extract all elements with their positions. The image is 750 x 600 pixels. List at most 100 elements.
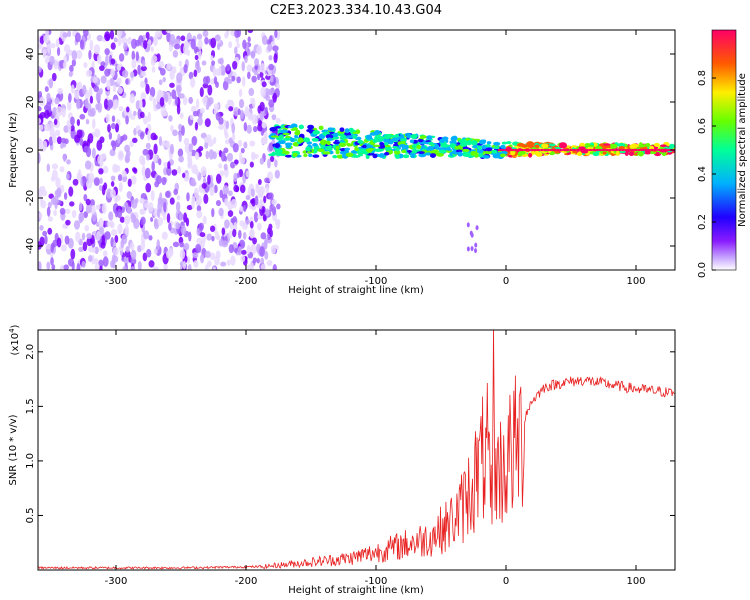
heatmap-cell xyxy=(178,212,184,221)
x-tick-label: 100 xyxy=(626,576,645,587)
heatmap-cell xyxy=(137,245,142,253)
heatmap-cell xyxy=(183,63,188,74)
heatmap-cell xyxy=(190,181,197,187)
heatmap-cell xyxy=(392,145,399,149)
heatmap-cell xyxy=(660,144,667,148)
heatmap-cell xyxy=(240,109,245,120)
heatmap-cell xyxy=(152,134,158,141)
heatmap-cell xyxy=(109,220,114,227)
heatmap-cell xyxy=(212,67,217,77)
heatmap-cell xyxy=(59,207,66,215)
heatmap-cell xyxy=(117,37,122,47)
heatmap-cell xyxy=(53,59,59,70)
heatmap-cell xyxy=(541,143,549,148)
heatmap-cell xyxy=(105,113,110,123)
heatmap-cell xyxy=(317,148,325,153)
heatmap-cell xyxy=(221,227,226,236)
heatmap-cell xyxy=(399,144,406,148)
heatmap-cell xyxy=(194,151,200,160)
heatmap-cell xyxy=(268,63,274,71)
heatmap-cell xyxy=(257,178,262,186)
heatmap-cell xyxy=(645,143,651,148)
heatmap-cell xyxy=(66,100,72,111)
heatmap-cell xyxy=(98,185,103,191)
heatmap-cell xyxy=(110,189,116,199)
heatmap-cell xyxy=(274,142,281,149)
heatmap-cell xyxy=(233,106,240,117)
heatmap-cell xyxy=(346,143,351,147)
heatmap-cell xyxy=(242,204,247,213)
heatmap-cell xyxy=(63,44,71,53)
heatmap-cell xyxy=(478,152,484,158)
snr-series-line xyxy=(38,330,675,570)
heatmap-cell xyxy=(312,154,320,158)
heatmap-cell xyxy=(251,75,257,83)
spectrogram-ylabel: Frequency (Hz) xyxy=(8,112,19,188)
heatmap-cell xyxy=(53,209,57,217)
heatmap-cell xyxy=(141,71,147,77)
heatmap-cell xyxy=(226,259,231,266)
heatmap-cell xyxy=(213,184,218,194)
heatmap-cell xyxy=(38,152,41,164)
heatmap-cell xyxy=(246,124,252,134)
heatmap-cell xyxy=(402,154,410,159)
snr-line-area xyxy=(38,330,675,570)
heatmap-cell xyxy=(242,231,247,240)
heatmap-cell xyxy=(224,132,229,139)
heatmap-cell xyxy=(269,75,274,83)
heatmap-cell xyxy=(39,111,46,119)
heatmap-cell xyxy=(145,142,151,150)
heatmap-cell xyxy=(87,133,94,144)
heatmap-cell xyxy=(88,172,95,183)
heatmap-cell xyxy=(244,55,248,64)
heatmap-cell xyxy=(82,241,88,252)
heatmap-cell xyxy=(78,202,83,212)
heatmap-cell xyxy=(45,102,52,111)
heatmap-cell xyxy=(39,236,45,247)
y-tick-label: -40 xyxy=(25,238,36,254)
heatmap-cell xyxy=(223,163,228,171)
heatmap-cell xyxy=(122,69,129,78)
heatmap-cell xyxy=(57,87,63,95)
heatmap-cell xyxy=(627,148,632,152)
heatmap-cell xyxy=(628,151,635,157)
heatmap-cell xyxy=(63,61,67,69)
heatmap-cell xyxy=(185,217,190,227)
heatmap-cell xyxy=(67,93,72,103)
heatmap-cell xyxy=(196,205,202,212)
heatmap-cell xyxy=(354,147,359,152)
heatmap-cell xyxy=(111,254,116,265)
heatmap-cell xyxy=(261,205,266,214)
heatmap-cell xyxy=(254,195,259,206)
heatmap-cell xyxy=(239,156,246,165)
heatmap-cell xyxy=(258,119,263,127)
heatmap-cell xyxy=(224,219,230,229)
heatmap-cell xyxy=(142,59,146,68)
heatmap-cell xyxy=(62,223,68,229)
heatmap-cell xyxy=(114,196,118,203)
heatmap-cell xyxy=(212,266,217,270)
heatmap-cell xyxy=(249,140,256,147)
heatmap-cell xyxy=(232,142,239,153)
heatmap-cell xyxy=(252,237,257,245)
heatmap-cell xyxy=(417,151,425,154)
heatmap-cell xyxy=(376,148,384,152)
heatmap-cell xyxy=(171,89,177,100)
y-tick-label: 2.0 xyxy=(25,344,36,360)
heatmap-cell xyxy=(127,36,133,45)
heatmap-cell xyxy=(634,148,638,152)
heatmap-cell xyxy=(139,131,145,140)
heatmap-cell xyxy=(170,124,174,132)
heatmap-cell xyxy=(270,135,279,138)
heatmap-cell xyxy=(195,243,202,253)
heatmap-cell xyxy=(162,111,169,117)
heatmap-cell xyxy=(466,222,470,228)
heatmap-cell xyxy=(171,169,178,176)
heatmap-cell xyxy=(215,199,222,207)
heatmap-cell xyxy=(154,217,158,227)
heatmap-cell xyxy=(94,246,99,254)
heatmap-cell xyxy=(70,248,76,260)
heatmap-cell xyxy=(51,264,56,270)
heatmap-cell xyxy=(92,118,96,130)
snr-scale-label: (x104) xyxy=(8,324,21,355)
